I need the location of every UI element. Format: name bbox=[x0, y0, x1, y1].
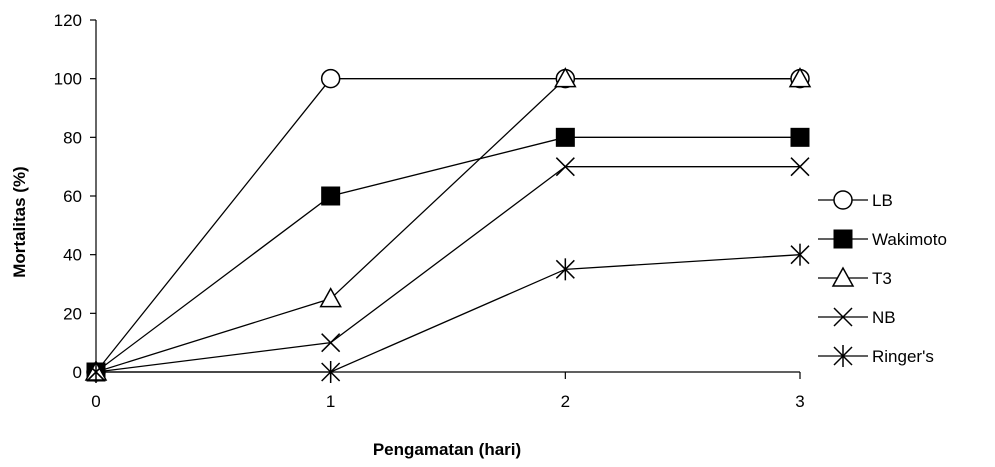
legend-label: T3 bbox=[872, 269, 892, 288]
series-line-lb bbox=[95, 78, 800, 373]
legend-item-ringer-s: Ringer's bbox=[818, 345, 934, 367]
legend-label: Wakimoto bbox=[872, 230, 947, 249]
x-tick-label: 3 bbox=[795, 392, 804, 411]
marker-x-stroke bbox=[790, 157, 810, 177]
data-point-ringer-s bbox=[321, 361, 341, 383]
legend-marker bbox=[831, 266, 855, 287]
data-point-nb bbox=[790, 157, 810, 177]
legend-marker bbox=[833, 229, 853, 249]
data-point-lb bbox=[320, 68, 341, 89]
marker-square bbox=[555, 127, 575, 147]
marker-triangle bbox=[319, 287, 342, 308]
data-point-wakimoto bbox=[321, 186, 341, 206]
axes: 0 20 40 60 80 100 120 0 1 2 3 bbox=[54, 11, 805, 411]
marker-circle bbox=[833, 190, 853, 210]
y-tick-label: 0 bbox=[73, 363, 82, 382]
series-group bbox=[84, 67, 812, 383]
legend-item-lb: LB bbox=[818, 190, 893, 210]
data-point-nb bbox=[321, 333, 341, 353]
series-line-ringer-s bbox=[96, 254, 801, 373]
legend-label: LB bbox=[872, 191, 893, 210]
legend-marker bbox=[833, 190, 853, 210]
y-tick-label: 20 bbox=[63, 304, 82, 323]
data-point-wakimoto bbox=[555, 127, 575, 147]
y-tick-label: 120 bbox=[54, 11, 82, 30]
x-tick-label: 1 bbox=[326, 392, 335, 411]
marker-square bbox=[833, 229, 853, 249]
series-line-nb bbox=[95, 166, 800, 373]
x-tick-label: 2 bbox=[561, 392, 570, 411]
marker-triangle bbox=[788, 67, 812, 88]
marker-x-stroke bbox=[321, 333, 341, 353]
marker-square bbox=[321, 186, 341, 206]
legend-item-t3: T3 bbox=[818, 266, 892, 288]
series-line-wakimoto bbox=[95, 136, 800, 373]
data-point-t3 bbox=[788, 67, 812, 88]
y-tick-label: 40 bbox=[63, 246, 82, 265]
marker-triangle bbox=[554, 67, 577, 88]
legend: LB Wakimoto T3 NB Ringer's bbox=[818, 190, 947, 367]
series-line-t3 bbox=[95, 78, 800, 373]
marker-triangle bbox=[831, 266, 855, 287]
data-point-ringer-s bbox=[790, 243, 810, 266]
data-point-nb bbox=[555, 157, 575, 177]
legend-marker bbox=[833, 345, 853, 367]
data-point-t3 bbox=[319, 287, 342, 308]
marker-x-stroke bbox=[833, 307, 853, 327]
y-tick-label: 80 bbox=[63, 128, 82, 147]
data-point-ringer-s bbox=[555, 258, 575, 281]
x-axis-title: Pengamatan (hari) bbox=[373, 440, 521, 459]
marker-square bbox=[790, 127, 810, 147]
y-tick-label: 60 bbox=[63, 187, 82, 206]
data-point-ringer-s bbox=[86, 361, 106, 383]
legend-item-nb: NB bbox=[818, 307, 896, 327]
data-point-t3 bbox=[554, 67, 577, 88]
y-axis-title: Mortalitas (%) bbox=[10, 166, 29, 277]
marker-circle bbox=[320, 68, 341, 89]
legend-item-wakimoto: Wakimoto bbox=[818, 229, 947, 249]
y-tick-label: 100 bbox=[54, 70, 82, 89]
legend-label: Ringer's bbox=[872, 347, 934, 366]
legend-label: NB bbox=[872, 308, 896, 327]
data-point-wakimoto bbox=[790, 127, 810, 147]
x-tick-label: 0 bbox=[91, 392, 100, 411]
legend-marker bbox=[833, 307, 853, 327]
marker-x-stroke bbox=[555, 157, 575, 177]
